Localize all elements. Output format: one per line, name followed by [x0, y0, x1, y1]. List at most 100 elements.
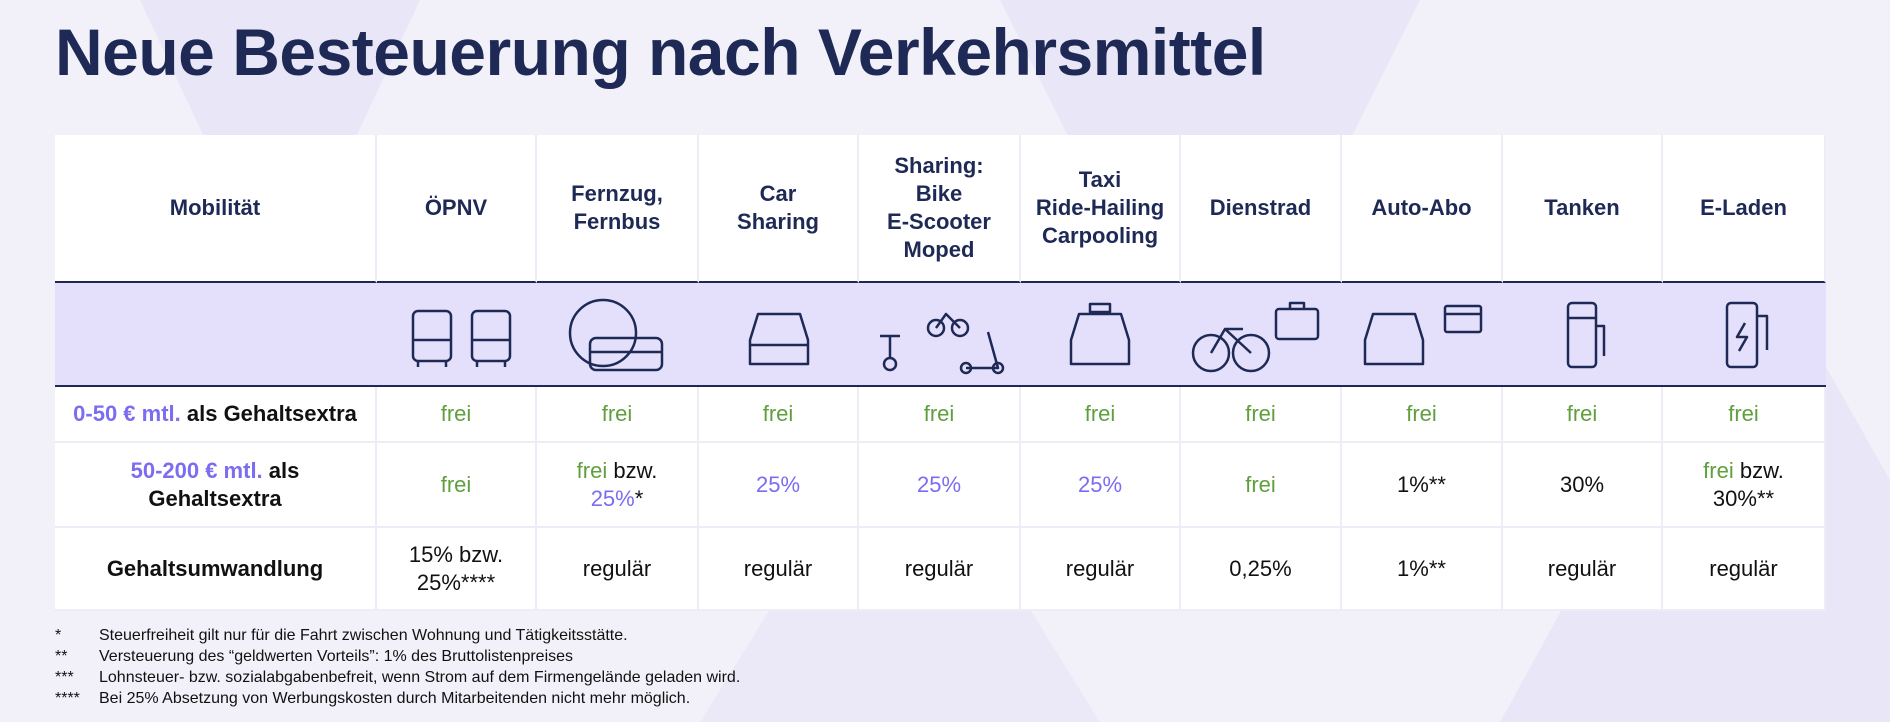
header-text: Tanken [1544, 195, 1620, 220]
header-cell: Auto-Abo [1342, 135, 1503, 283]
header-text: ÖPNV [424, 195, 488, 220]
table-cell: 25% [699, 443, 859, 528]
table-cell: 1%** [1342, 443, 1503, 528]
footnote-text: Lohnsteuer- bzw. sozialabgabenbefreit, w… [99, 669, 741, 686]
table-cell: 30% [1503, 443, 1663, 528]
cell-text: 25% [755, 471, 801, 497]
table-cell: regulär [537, 528, 699, 611]
cell-text: 1%** [1397, 555, 1446, 581]
table: Mobilität ÖPNV Fernzug, Fernbus Car Sharing Sh… [55, 135, 1826, 611]
header-text: Ride-Hailing [1035, 195, 1165, 220]
footnote-text: Bei 25% Absetzung von Werbungskosten dur… [99, 690, 691, 707]
header-cell: Mobilität [55, 135, 377, 283]
cell-text: als Gehaltsextra [186, 401, 357, 426]
icon-cell [1342, 283, 1503, 387]
icon-cell [1181, 283, 1342, 387]
cell-line: frei [602, 400, 633, 428]
cell-text: frei [440, 471, 472, 497]
cell-text: 30% [1559, 471, 1605, 497]
footnote-marker: * [55, 627, 62, 644]
cell-text: 25% [916, 471, 962, 497]
icon-cell [859, 283, 1021, 387]
table-cell: frei [699, 387, 859, 443]
cell-text: frei [1566, 401, 1598, 426]
header-text: Dienstrad [1209, 195, 1312, 220]
table-cell: 0,25% [1181, 528, 1342, 611]
cell-text: frei [762, 401, 794, 426]
header-text: Fernzug, [571, 181, 663, 206]
header-cell: Tanken [1503, 135, 1663, 283]
cell-line: frei [924, 400, 955, 428]
icon-cell [1663, 283, 1826, 387]
cell-line: frei [1567, 400, 1598, 428]
cell-text: frei [1084, 401, 1116, 426]
cell-text: frei [1245, 471, 1276, 497]
cell-line: 1%** [1397, 555, 1446, 583]
cell-text: 25% [1077, 471, 1123, 497]
header-text: Car [759, 181, 797, 206]
cell-text: frei [440, 401, 472, 426]
table-cell: 25% [859, 443, 1021, 528]
table-cell: frei [377, 443, 537, 528]
icon-cell [537, 283, 699, 387]
cell-text: regulär [1065, 555, 1135, 581]
header-cell: E-Laden [1663, 135, 1826, 283]
cell-line: 1%** [1397, 471, 1446, 499]
cell-line: regulär [744, 555, 812, 583]
table-cell: frei [377, 387, 537, 443]
cell-text: 1%** [1397, 471, 1446, 497]
cell-line: regulär [583, 555, 651, 583]
footnote: *** Lohnsteuer- bzw. sozialabgabenbefreit… [55, 667, 740, 688]
cell-line: 30%** [1713, 485, 1774, 513]
cell-text: 0-50 € mtl. [73, 401, 181, 426]
cell-text: 0,25% [1229, 555, 1292, 581]
footnote-text: Versteuerung des “geldwerten Vorteils”: … [99, 648, 574, 665]
cell-line: regulär [905, 555, 973, 583]
table-cell: regulär [859, 528, 1021, 611]
header-text: Mobilität [169, 195, 261, 220]
footnotes: * Steuerfreiheit gilt nur für die Fahrt z… [55, 625, 740, 709]
cell-text: * [634, 485, 644, 511]
cell-line: Gehaltsumwandlung [107, 555, 323, 583]
footnote-marker: **** [55, 690, 80, 707]
cell-text: frei [576, 457, 608, 483]
row-label: 0-50 € mtl. als Gehaltsextra [55, 387, 377, 443]
cell-line: 30% [1560, 471, 1604, 499]
cell-text: Gehaltsextra [148, 485, 282, 511]
table-cell: frei [537, 387, 699, 443]
header-text: Sharing: [894, 153, 984, 178]
cell-text: frei [1245, 401, 1276, 426]
table-cell: frei [1021, 387, 1181, 443]
table-cell: frei [1663, 387, 1826, 443]
cell-text: frei [601, 401, 633, 426]
cell-line: 25% [756, 471, 800, 499]
cell-text: 15% bzw. [408, 541, 504, 567]
header-text: E-Laden [1700, 195, 1787, 220]
title: Neue Besteuerung nach Verkehrsmittel [55, 15, 1266, 89]
table-cell: regulär [1021, 528, 1181, 611]
cell-text: regulär [582, 555, 652, 581]
cell-text: frei [923, 401, 955, 426]
cell-text: frei [1406, 401, 1437, 426]
header-cell: Sharing: Bike E-Scooter Moped [859, 135, 1021, 283]
table-cell: frei [1503, 387, 1663, 443]
cell-text: regulär [1547, 555, 1617, 581]
cell-text: 25% [590, 485, 635, 511]
header-cell: Dienstrad [1181, 135, 1342, 283]
header-text: Bike [915, 181, 963, 206]
cell-line: frei bzw. [577, 457, 658, 485]
cell-line: frei [1728, 400, 1759, 428]
footnote: ** Versteuerung des “geldwerten Vorteils”… [55, 646, 740, 667]
header-cell: Fernzug, Fernbus [537, 135, 699, 283]
cell-text: als [268, 457, 300, 483]
table-cell: 15% bzw. 25%**** [377, 528, 537, 611]
cell-line: 25%* [591, 485, 644, 513]
cell-line: frei bzw. [1703, 457, 1784, 485]
table-cell: regulär [1663, 528, 1826, 611]
cell-line: frei [763, 400, 794, 428]
icon-cell [55, 283, 377, 387]
header-cell: Taxi Ride-Hailing Carpooling [1021, 135, 1181, 283]
table-cell: frei [1181, 443, 1342, 528]
cell-line: 25%**** [417, 569, 495, 597]
